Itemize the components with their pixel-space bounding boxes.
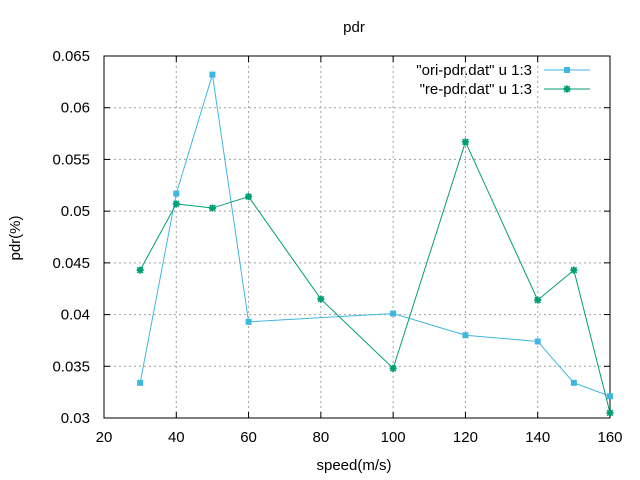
grid — [104, 56, 610, 418]
data-point — [462, 332, 469, 339]
data-point — [136, 266, 144, 274]
x-tick-label: 20 — [96, 429, 113, 446]
data-point — [172, 200, 180, 208]
legend-marker — [563, 85, 571, 93]
data-point — [607, 393, 613, 400]
x-tick-label: 100 — [381, 429, 406, 446]
data-point — [461, 138, 469, 146]
series-2 — [136, 138, 614, 417]
y-tick-label: 0.035 — [52, 358, 90, 375]
y-tick-label: 0.04 — [61, 307, 90, 324]
x-tick-label: 120 — [453, 429, 478, 446]
y-tick-label: 0.03 — [61, 410, 90, 427]
x-tick-label: 40 — [168, 429, 185, 446]
data-point — [534, 296, 542, 304]
data-point — [390, 310, 397, 317]
axis-ticks: 20 40 60 80 100 120 140 160 0.03 0.035 0.04 0.045 0.… — [52, 48, 622, 446]
y-tick-label: 0.055 — [52, 151, 90, 168]
data-point — [245, 318, 252, 325]
y-axis-label: pdr(%) — [7, 215, 24, 260]
legend: "ori-pdr.dat" u 1:3 "re-pdr.dat" u 1:3 — [416, 62, 590, 98]
legend-marker — [564, 67, 570, 73]
data-point — [208, 204, 216, 212]
series-1 — [137, 71, 613, 400]
x-tick-label: 160 — [597, 429, 622, 446]
y-tick-label: 0.06 — [61, 100, 90, 117]
chart-title: pdr — [343, 19, 365, 36]
y-tick-label: 0.065 — [52, 48, 90, 65]
x-axis-label: speed(m/s) — [316, 457, 391, 474]
data-point — [570, 266, 578, 274]
data-point — [173, 190, 180, 197]
series-line — [139, 140, 611, 413]
y-tick-label: 0.045 — [52, 255, 90, 272]
legend-label: "re-pdr.dat" u 1:3 — [420, 81, 532, 98]
data-point — [534, 338, 541, 345]
series-line — [139, 74, 611, 397]
data-point — [209, 71, 216, 78]
x-tick-label: 80 — [313, 429, 330, 446]
legend-label: "ori-pdr.dat" u 1:3 — [416, 62, 532, 79]
data-point — [317, 295, 325, 303]
data-point — [389, 364, 397, 372]
data-point — [137, 379, 144, 386]
data-point — [570, 379, 577, 386]
x-tick-label: 140 — [525, 429, 550, 446]
x-tick-label: 60 — [240, 429, 257, 446]
plot-area-frame — [103, 55, 611, 419]
series-layer — [136, 71, 614, 417]
data-point — [245, 193, 253, 201]
y-tick-label: 0.05 — [61, 203, 90, 220]
data-point — [606, 409, 614, 417]
